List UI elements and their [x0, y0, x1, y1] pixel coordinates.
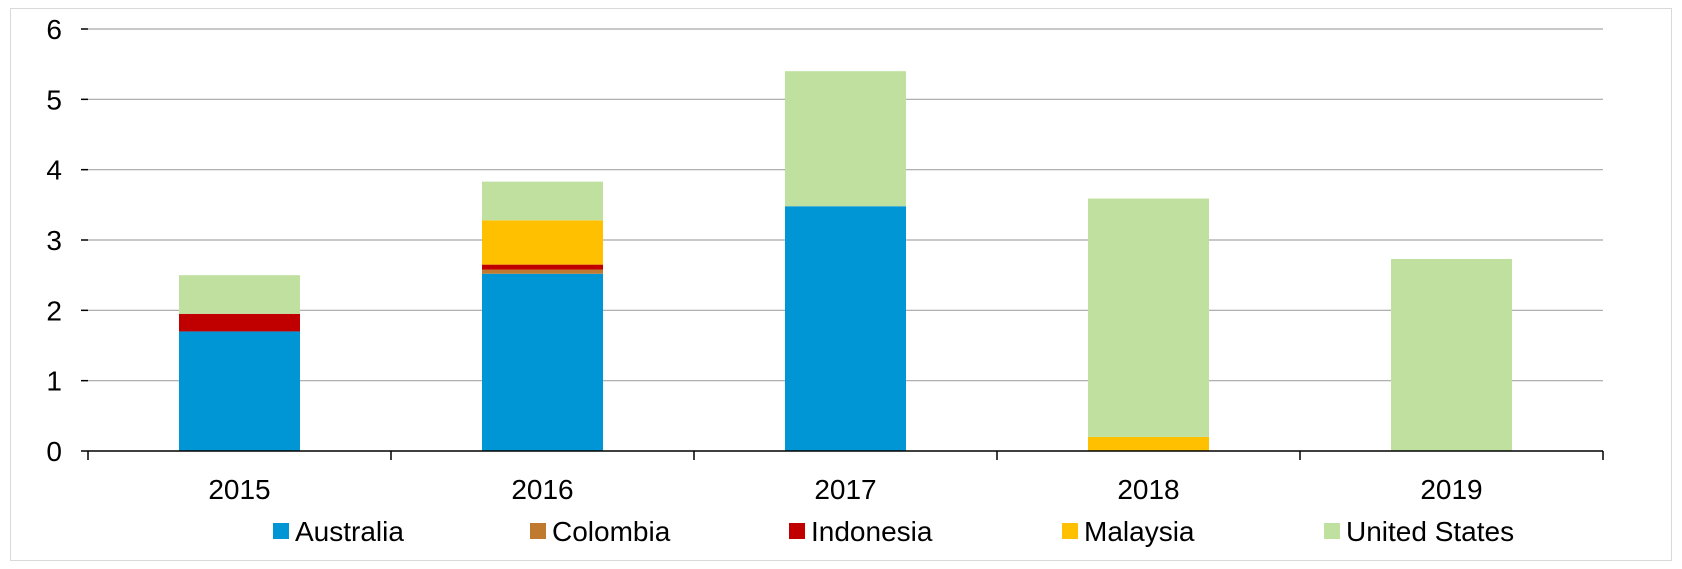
bar-segment-indonesia-2015: [179, 313, 300, 332]
legend-swatch-united-states: [1324, 523, 1340, 539]
bar-segment-united-states-2017: [785, 71, 906, 207]
legend: Australia Colombia Indonesia Malaysia United…: [273, 516, 1514, 547]
legend-swatch-colombia: [530, 523, 546, 539]
x-tick-label: 2019: [1420, 474, 1482, 505]
x-tick-label: 2015: [208, 474, 270, 505]
y-tick-label: 2: [46, 295, 62, 326]
chart-frame: [10, 8, 1672, 561]
legend-label-united-states: United States: [1346, 516, 1514, 547]
x-tick-labels: 2015 2016 2017 2018 2019: [208, 474, 1482, 505]
legend-label-malaysia: Malaysia: [1084, 516, 1195, 547]
y-tick-label: 4: [46, 155, 62, 186]
y-tick-label: 1: [46, 366, 62, 397]
gridlines: [88, 28, 1603, 382]
legend-label-colombia: Colombia: [552, 516, 671, 547]
y-tick-label: 3: [46, 225, 62, 256]
y-tick-label: 6: [46, 14, 62, 45]
bar-segment-australia-2017: [785, 206, 906, 451]
bar-segment-australia-2015: [179, 331, 300, 451]
bar-segment-malaysia-2016: [482, 220, 603, 265]
bar-segment-united-states-2016: [482, 181, 603, 221]
x-tick-label: 2016: [511, 474, 573, 505]
bars: [179, 71, 1512, 451]
bar-segment-colombia-2016: [482, 269, 603, 274]
bar-segment-indonesia-2016: [482, 264, 603, 270]
bar-segment-malaysia-2018: [1088, 436, 1209, 451]
y-tick-label: 0: [46, 436, 62, 467]
legend-label-indonesia: Indonesia: [811, 516, 933, 547]
bar-segment-united-states-2019: [1391, 258, 1512, 451]
bar-segment-united-states-2015: [179, 275, 300, 314]
x-tick-label: 2017: [814, 474, 876, 505]
legend-swatch-indonesia: [789, 523, 805, 539]
axes: [81, 28, 1604, 460]
y-tick-labels: 0 1 2 3 4 5 6: [46, 14, 62, 467]
bar-segment-australia-2016: [482, 273, 603, 451]
y-tick-label: 5: [46, 84, 62, 115]
legend-swatch-malaysia: [1062, 523, 1078, 539]
bar-segment-united-states-2018: [1088, 198, 1209, 437]
x-tick-label: 2018: [1117, 474, 1179, 505]
legend-swatch-australia: [273, 523, 289, 539]
legend-label-australia: Australia: [295, 516, 404, 547]
